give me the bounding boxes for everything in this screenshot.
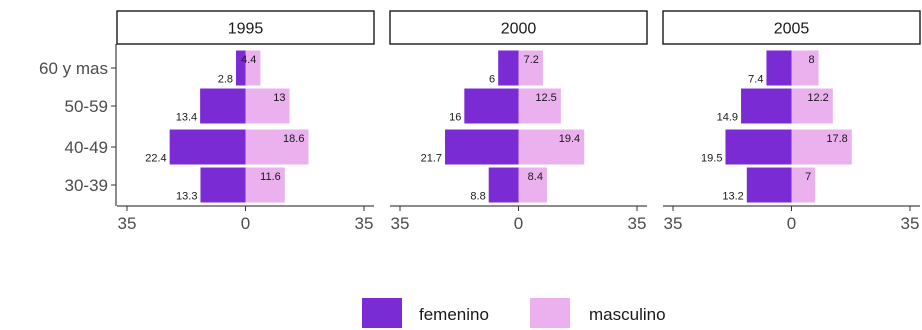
data-label-masculino: 4.4 bbox=[241, 54, 256, 66]
data-label-femenino: 8.8 bbox=[470, 191, 485, 203]
data-label-masculino: 18.6 bbox=[283, 133, 304, 145]
data-label-femenino: 22.4 bbox=[145, 153, 166, 165]
bar-masculino bbox=[518, 50, 543, 86]
y-axis: 60 y mas 50-59 40-49 30-39 bbox=[39, 44, 117, 206]
data-label-femenino: 13.4 bbox=[176, 112, 197, 124]
x-tick-label: 0 bbox=[514, 214, 523, 233]
bar-masculino bbox=[791, 50, 819, 86]
legend-item-femenino: femenino bbox=[362, 298, 489, 328]
legend-label: masculino bbox=[589, 305, 666, 324]
bar-femenino bbox=[236, 50, 246, 86]
facet-strip bbox=[389, 10, 648, 45]
bar-masculino bbox=[245, 50, 261, 86]
y-tick-label: 30-39 bbox=[65, 176, 108, 195]
bar-masculino bbox=[791, 88, 833, 124]
bar-masculino bbox=[245, 167, 285, 203]
x-tick-label: 35 bbox=[901, 214, 920, 233]
legend: femenino masculino bbox=[362, 298, 666, 328]
data-label-femenino: 14.9 bbox=[717, 112, 738, 124]
bar-femenino bbox=[725, 129, 792, 165]
data-label-masculino: 19.4 bbox=[559, 133, 580, 145]
facet-panel-2000: 2000 6 7.2 16 12.5 21.7 19.4 8.8 8.4 35 0 35 bbox=[389, 10, 648, 233]
bar-masculino bbox=[245, 129, 309, 165]
bar-masculino bbox=[791, 167, 816, 203]
y-tick-label: 50-59 bbox=[65, 97, 108, 116]
x-tick-label: 0 bbox=[241, 214, 250, 233]
x-tick-label: 35 bbox=[628, 214, 647, 233]
bar-femenino bbox=[746, 167, 792, 203]
legend-item-masculino: masculino bbox=[530, 298, 666, 328]
y-tick-label: 60 y mas bbox=[39, 59, 108, 78]
bar-masculino bbox=[518, 167, 547, 203]
data-label-femenino: 7.4 bbox=[748, 74, 763, 86]
data-label-masculino: 8.4 bbox=[528, 171, 543, 183]
data-label-masculino: 7 bbox=[805, 171, 811, 183]
legend-label: femenino bbox=[419, 305, 489, 324]
bar-femenino bbox=[169, 129, 246, 165]
data-label-masculino: 13 bbox=[273, 92, 285, 104]
bar-masculino bbox=[245, 88, 290, 124]
data-label-femenino: 21.7 bbox=[421, 153, 442, 165]
data-label-femenino: 6 bbox=[489, 74, 495, 86]
data-label-femenino: 13.3 bbox=[176, 191, 197, 203]
y-tick-label: 40-49 bbox=[65, 138, 108, 157]
data-label-masculino: 17.8 bbox=[826, 133, 847, 145]
x-tick-label: 35 bbox=[391, 214, 410, 233]
bar-femenino bbox=[200, 167, 246, 203]
data-label-femenino: 16 bbox=[449, 112, 461, 124]
data-label-masculino: 12.2 bbox=[807, 92, 828, 104]
facet-strip-label: 2005 bbox=[774, 21, 810, 38]
data-label-masculino: 7.2 bbox=[524, 54, 539, 66]
bar-femenino bbox=[741, 88, 792, 124]
bar-femenino bbox=[445, 129, 519, 165]
bar-masculino bbox=[518, 88, 561, 124]
facet-panel-2005: 2005 7.4 8 14.9 12.2 19.5 17.8 13.2 7 35 0 35 bbox=[662, 10, 921, 233]
x-tick-label: 0 bbox=[787, 214, 796, 233]
x-tick-label: 35 bbox=[355, 214, 374, 233]
data-label-femenino: 2.8 bbox=[218, 74, 233, 86]
bar-femenino bbox=[488, 167, 519, 203]
data-label-femenino: 13.2 bbox=[722, 191, 743, 203]
facet-panel-1995: 1995 2.8 4.4 13.4 13 22.4 18.6 13.3 11.6 35 0 35 bbox=[116, 10, 375, 233]
data-label-masculino: 11.6 bbox=[260, 171, 281, 183]
bar-femenino bbox=[766, 50, 792, 86]
x-tick-label: 35 bbox=[664, 214, 683, 233]
bar-masculino bbox=[518, 129, 585, 165]
x-tick-label: 35 bbox=[118, 214, 137, 233]
facet-strip-label: 2000 bbox=[501, 21, 537, 38]
legend-key bbox=[530, 298, 570, 328]
data-label-masculino: 12.5 bbox=[535, 92, 556, 104]
data-label-femenino: 19.5 bbox=[701, 153, 722, 165]
facet-strip bbox=[116, 10, 375, 45]
facet-strip bbox=[662, 10, 921, 45]
bar-femenino bbox=[498, 50, 519, 86]
bar-masculino bbox=[791, 129, 852, 165]
bar-femenino bbox=[200, 88, 246, 124]
legend-key bbox=[362, 298, 402, 328]
facet-strip-label: 1995 bbox=[228, 21, 264, 38]
data-label-masculino: 8 bbox=[808, 54, 814, 66]
bar-femenino bbox=[464, 88, 519, 124]
